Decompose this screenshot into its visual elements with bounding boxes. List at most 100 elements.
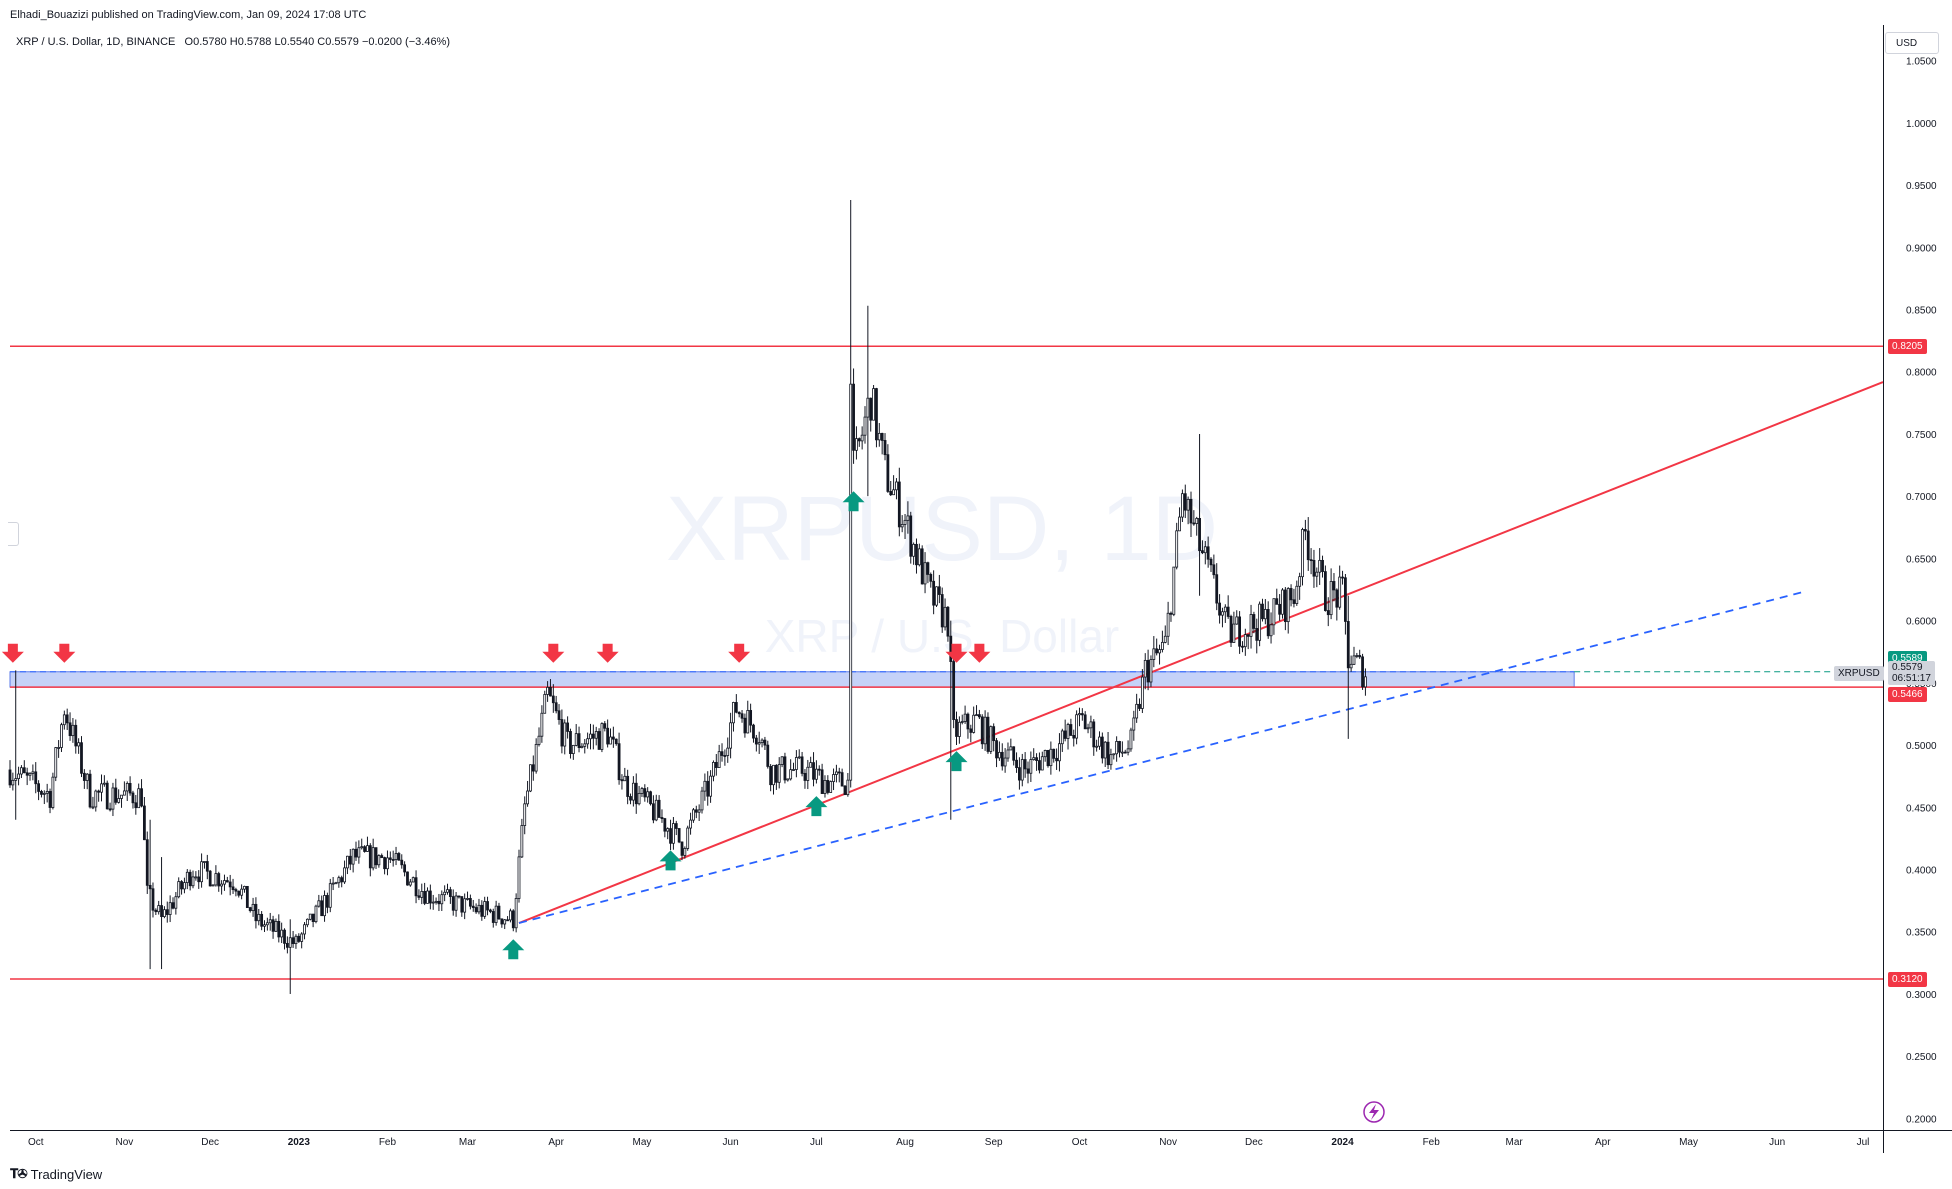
candle-body — [1289, 588, 1293, 601]
candle-body — [763, 739, 767, 746]
price-tick-label: 0.5000 — [1906, 741, 1937, 752]
candle-body — [1238, 616, 1242, 647]
candle-body — [1103, 741, 1107, 759]
candle-body — [1009, 746, 1013, 751]
candle-body — [869, 397, 873, 421]
candle-body — [434, 900, 438, 903]
candle-body — [1344, 577, 1347, 622]
candle-body — [1255, 628, 1259, 641]
candle-body — [766, 744, 770, 767]
candle-body — [534, 744, 538, 772]
lightning-icon[interactable] — [1363, 1101, 1385, 1123]
candle-body — [491, 911, 495, 923]
candle-body — [823, 780, 827, 794]
candle-body — [586, 738, 590, 745]
dashed-trendline — [518, 591, 1804, 924]
candle-body — [1355, 655, 1359, 657]
candle-body — [1183, 493, 1187, 511]
candle-body — [94, 790, 98, 808]
candle-body — [1089, 721, 1093, 729]
candle-body — [440, 894, 444, 905]
candle-body — [171, 902, 175, 909]
candle-body — [1209, 558, 1213, 566]
candle-body — [903, 519, 907, 525]
horizontal-levels[interactable] — [10, 345, 1883, 980]
price-tick-label: 1.0000 — [1906, 119, 1937, 130]
candle-body — [503, 919, 507, 925]
side-panel-handle[interactable] — [8, 522, 19, 546]
candle-body — [431, 901, 435, 904]
candle-body — [557, 710, 561, 720]
candle-body — [1286, 588, 1290, 623]
candle-body — [955, 719, 958, 737]
rising-trendline — [518, 381, 1884, 924]
legend-symbol[interactable]: XRP / U.S. Dollar, 1D, BINANCE — [16, 36, 176, 48]
candle-body — [634, 782, 638, 805]
candle-body — [1349, 663, 1353, 669]
price-tick-label: 0.9500 — [1906, 181, 1937, 192]
time-tick-label: Nov — [115, 1137, 133, 1148]
candle-body — [1160, 641, 1164, 650]
trendlines[interactable] — [518, 381, 1884, 924]
candle-body — [114, 787, 118, 803]
candle-body — [454, 895, 458, 911]
candle-body — [717, 751, 721, 768]
candle-body — [1258, 603, 1262, 641]
candle-body — [800, 756, 804, 774]
candle-body — [843, 785, 847, 796]
candle-body — [797, 756, 801, 759]
candle-body — [1140, 676, 1144, 709]
candle-body — [1035, 757, 1038, 761]
candle-body — [391, 859, 395, 861]
candle-body — [451, 896, 455, 911]
currency-button[interactable]: USD — [1885, 32, 1939, 54]
candle-body — [577, 733, 581, 748]
candle-body — [65, 714, 69, 724]
candle-body — [1318, 559, 1322, 573]
candle-body — [157, 905, 161, 913]
candle-body — [426, 890, 429, 904]
candle-body — [446, 889, 449, 893]
candle-body — [909, 515, 913, 557]
candle-body — [1335, 589, 1339, 608]
candle-body — [1315, 571, 1319, 577]
candle-body — [1226, 606, 1230, 617]
candle-body — [860, 434, 864, 442]
candle-body — [1086, 727, 1090, 730]
candle-body — [168, 902, 172, 915]
time-axis[interactable]: Oct Nov Dec 2023 Feb Mar Apr May Jun Jul Aug Sep Oct… — [28, 1137, 1869, 1148]
candle-body — [188, 871, 192, 887]
candle-body — [1281, 589, 1284, 615]
candle-body — [706, 780, 710, 797]
candle-body — [689, 819, 692, 829]
candle-body — [8, 769, 12, 786]
candle-body — [1341, 576, 1344, 579]
candle-body — [943, 606, 947, 628]
price-axis[interactable]: 1.0500 1.0000 0.9500 0.9000 0.8500 0.8000 0.75… — [1906, 57, 1937, 1126]
candle-body — [17, 773, 20, 779]
up-arrow-icon — [842, 491, 865, 512]
candle-body — [165, 909, 169, 915]
candle-body — [105, 782, 109, 810]
candle-body — [520, 825, 524, 858]
candle-body — [829, 781, 833, 793]
candle-body — [1361, 656, 1364, 688]
candle-body — [1003, 757, 1007, 767]
candle-body — [1358, 655, 1362, 658]
candle-body — [1109, 754, 1113, 766]
candle-body — [437, 900, 441, 905]
candle-body — [897, 481, 901, 528]
candle-body — [308, 913, 312, 920]
candle-body — [414, 877, 418, 897]
tradingview-logo-icon: 𝐓✇ — [10, 1166, 28, 1181]
candle-body — [614, 738, 618, 745]
up-arrow-icon — [659, 850, 682, 871]
candle-body — [1095, 745, 1099, 748]
candle-body — [1243, 634, 1247, 648]
time-tick-label: 2024 — [1331, 1137, 1354, 1148]
candle-body — [297, 935, 301, 942]
candle-body — [1169, 612, 1173, 615]
supply-demand-zone[interactable] — [9, 671, 1843, 688]
tradingview-brand[interactable]: 𝐓✇ TradingView — [10, 1166, 102, 1182]
